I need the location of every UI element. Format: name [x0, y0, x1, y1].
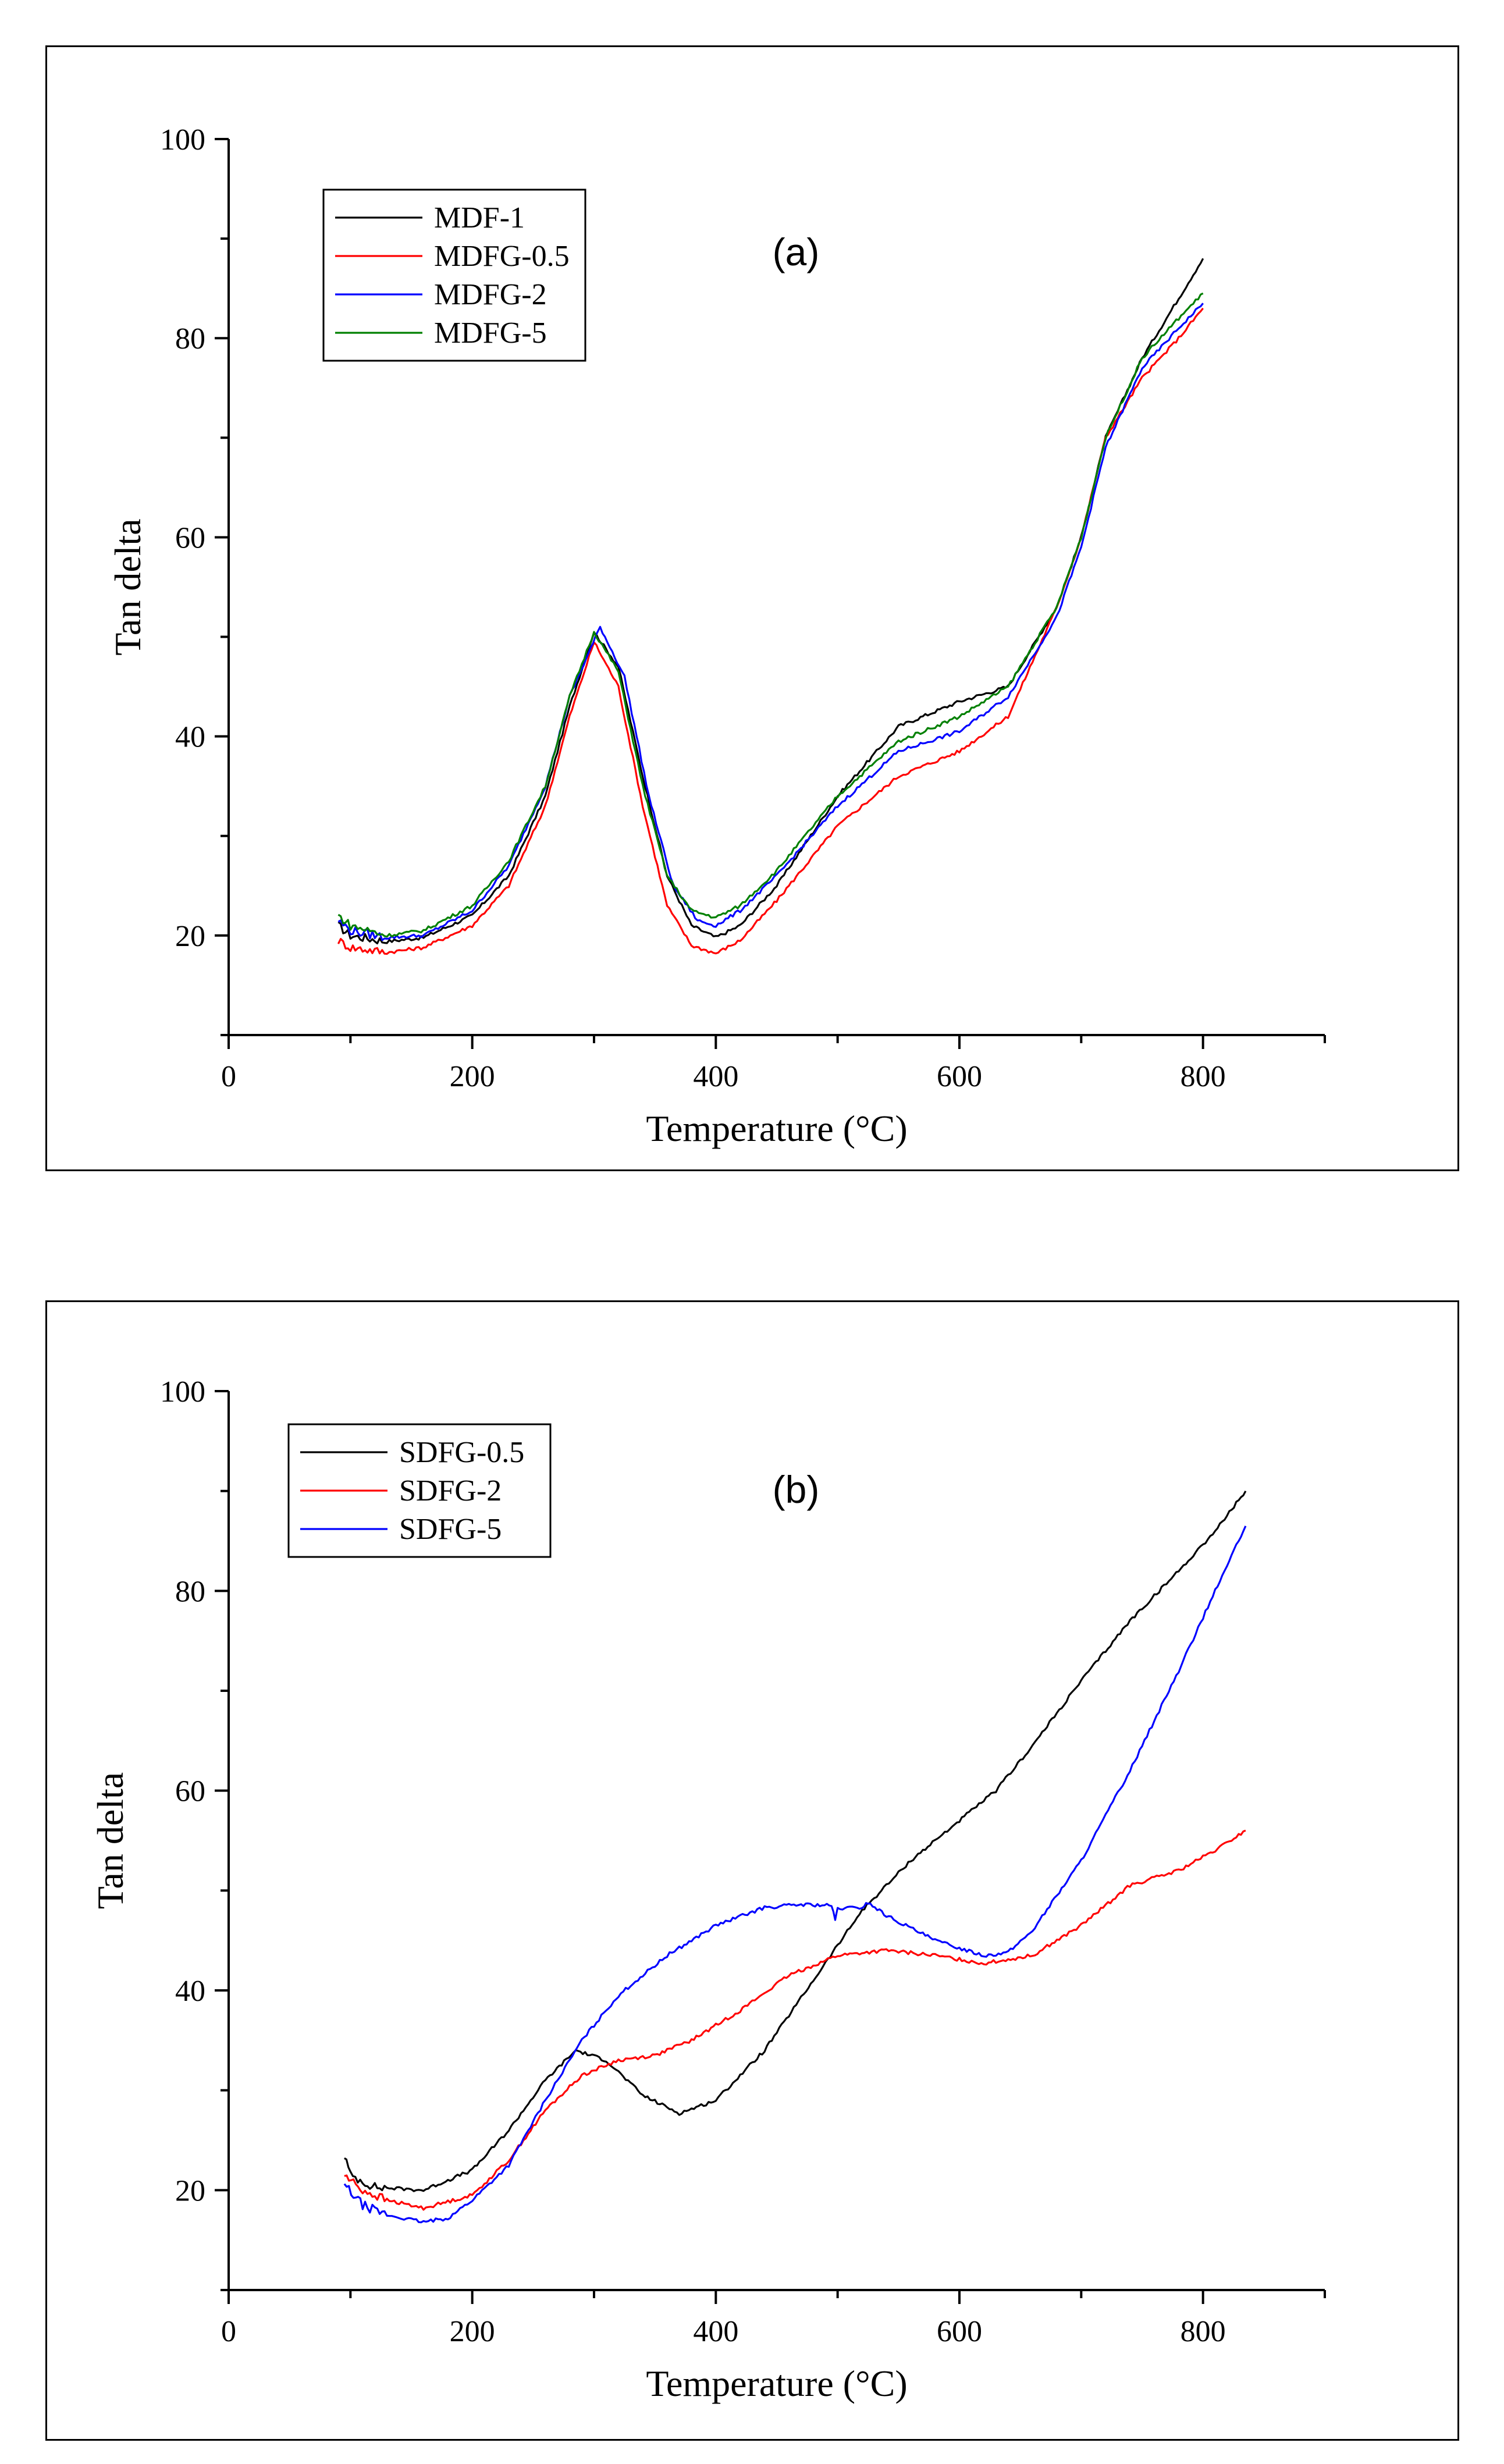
legend-label: MDFG-2 [434, 278, 547, 311]
x-tick-label: 400 [693, 2315, 738, 2348]
series-line-mdfg-2 [337, 303, 1204, 941]
x-tick-label: 600 [937, 2315, 982, 2348]
series-line-sdfg-0.5 [344, 1490, 1247, 2192]
y-tick-label: 60 [175, 521, 205, 554]
y-axis-title: Tan delta [90, 1772, 131, 1909]
y-tick-label: 60 [175, 1775, 205, 1808]
x-tick-label: 600 [937, 1060, 982, 1093]
x-axis-title: Temperature (°C) [646, 1108, 907, 1149]
x-tick-label: 200 [450, 2315, 495, 2348]
chart-b: 0 200 400 600 800 20 40 60 80 100 Temperature (°C)… [90, 1375, 1326, 2404]
x-tick-label: 200 [450, 1060, 495, 1093]
y-tick-label: 100 [160, 123, 205, 157]
y-tick-label: 20 [175, 920, 205, 953]
y-tick-label: 40 [175, 721, 205, 754]
x-tick-label: 0 [221, 1060, 236, 1093]
x-tick-label: 400 [693, 1060, 738, 1093]
series-line-mdfg-5 [337, 292, 1204, 938]
panel-label: (a) [773, 230, 820, 273]
chart-panel-b: 0 200 400 600 800 20 40 60 80 100 Temperature (°C)… [45, 1300, 1459, 2441]
y-tick-label: 20 [175, 2174, 205, 2207]
chart-panel-a: 0 200 400 600 800 20 40 60 80 100 Temperature (°C)… [45, 45, 1459, 1171]
x-tick-label: 0 [221, 2315, 236, 2348]
y-axis-title: Tan delta [107, 518, 148, 655]
chart-a: 0 200 400 600 800 20 40 60 80 100 Temperature (°C)… [107, 123, 1326, 1149]
legend-label: MDFG-5 [434, 317, 547, 350]
legend-label: SDFG-5 [399, 1513, 502, 1546]
panel-label: (b) [773, 1468, 820, 1511]
y-tick-label: 80 [175, 322, 205, 355]
legend-label: SDFG-0.5 [399, 1436, 524, 1469]
x-tick-label: 800 [1181, 2315, 1226, 2348]
series-line-sdfg-2 [344, 1829, 1246, 2211]
series-line-mdfg-0.5 [337, 307, 1204, 955]
series-line-sdfg-5 [343, 1526, 1247, 2224]
y-tick-label: 80 [175, 1575, 205, 1608]
y-tick-label: 40 [175, 1975, 205, 2008]
legend-label: MDF-1 [434, 201, 525, 234]
x-axis-title: Temperature (°C) [646, 2363, 907, 2404]
y-tick-label: 100 [160, 1375, 205, 1409]
legend-label: SDFG-2 [399, 1474, 502, 1507]
x-tick-label: 800 [1181, 1060, 1226, 1093]
legend-label: MDFG-0.5 [434, 240, 570, 273]
